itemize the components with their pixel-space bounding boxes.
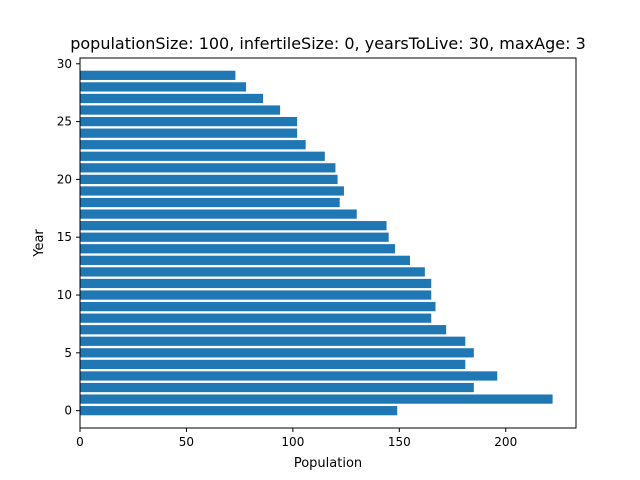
bar-year-2 bbox=[80, 382, 474, 393]
y-tick-label: 30 bbox=[57, 57, 72, 71]
y-tick-label: 15 bbox=[57, 230, 72, 244]
bar-year-17 bbox=[80, 209, 357, 219]
bar-year-16 bbox=[80, 221, 387, 231]
bar-year-9 bbox=[80, 301, 436, 312]
bar-year-13 bbox=[80, 255, 410, 265]
bar-year-23 bbox=[80, 140, 306, 150]
x-tick-label: 200 bbox=[494, 435, 517, 449]
y-tick-label: 0 bbox=[64, 404, 72, 418]
x-tick-label: 150 bbox=[388, 435, 411, 449]
bar-year-21 bbox=[80, 163, 336, 173]
bar-year-11 bbox=[80, 278, 432, 289]
y-tick-label: 5 bbox=[64, 346, 72, 360]
y-axis-ticks: 0 5 10 15 20 25 30 bbox=[57, 57, 80, 418]
bar-year-7 bbox=[80, 325, 447, 335]
y-tick-label: 25 bbox=[57, 115, 72, 129]
bar-year-20 bbox=[80, 174, 338, 185]
plot-frame bbox=[79, 57, 577, 429]
bar-year-19 bbox=[80, 186, 344, 196]
x-axis-label: Population bbox=[294, 456, 362, 471]
x-tick-label: 50 bbox=[179, 435, 194, 449]
x-tick-label: 100 bbox=[281, 435, 304, 449]
bar-year-8 bbox=[80, 313, 432, 323]
bar-year-12 bbox=[80, 267, 425, 277]
x-axis-ticks: 0 50 100 150 200 bbox=[76, 428, 517, 449]
bar-year-22 bbox=[80, 151, 325, 161]
bar-year-3 bbox=[80, 371, 498, 381]
bars-group bbox=[80, 70, 553, 416]
bar-year-18 bbox=[80, 197, 340, 208]
bar-year-29 bbox=[80, 70, 236, 80]
bar-year-4 bbox=[80, 359, 466, 370]
y-tick-label: 10 bbox=[57, 288, 72, 302]
bar-year-25 bbox=[80, 116, 298, 127]
chart-title: populationSize: 100, infertileSize: 0, y… bbox=[70, 34, 586, 53]
y-tick-label: 20 bbox=[57, 172, 72, 186]
bar-year-27 bbox=[80, 93, 264, 104]
bar-year-5 bbox=[80, 348, 474, 358]
bar-year-26 bbox=[80, 105, 281, 115]
bar-year-28 bbox=[80, 82, 247, 92]
x-tick-label: 0 bbox=[76, 435, 84, 449]
bar-year-10 bbox=[80, 290, 432, 300]
bar-year-6 bbox=[80, 336, 466, 346]
y-axis-label: Year bbox=[32, 229, 47, 258]
bar-year-14 bbox=[80, 244, 396, 254]
bar-year-1 bbox=[80, 394, 553, 404]
bar-year-15 bbox=[80, 232, 389, 242]
bar-year-24 bbox=[80, 128, 298, 138]
bar-year-0 bbox=[80, 406, 398, 416]
